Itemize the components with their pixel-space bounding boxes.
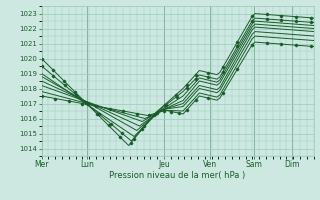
X-axis label: Pression niveau de la mer( hPa ): Pression niveau de la mer( hPa )	[109, 171, 246, 180]
